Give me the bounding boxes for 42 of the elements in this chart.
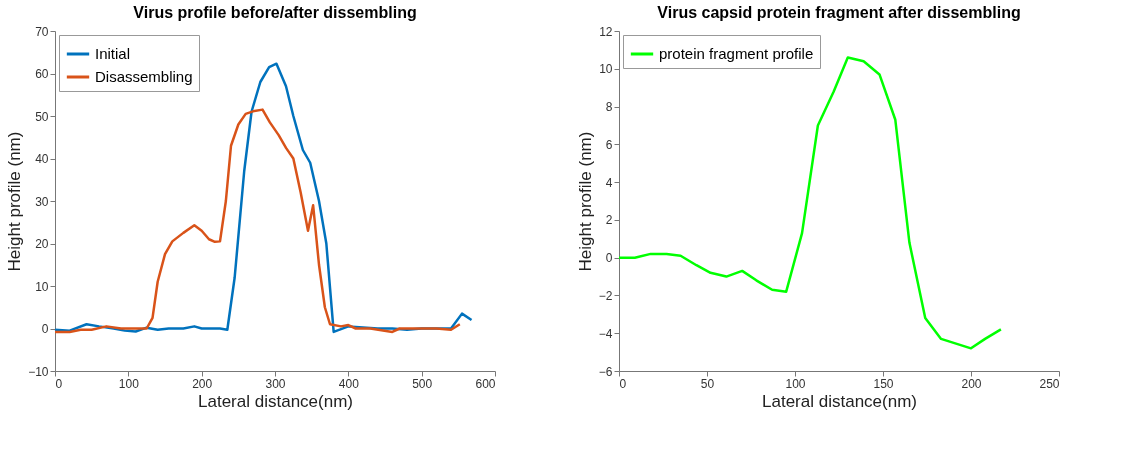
y-tick-label: 10 [35, 279, 49, 294]
y-tick-label: 70 [35, 24, 49, 39]
x-tick-label: 500 [412, 376, 433, 391]
x-tick-label: 400 [338, 376, 360, 391]
y-tick-label: 6 [605, 137, 613, 152]
x-axis-title: Lateral distance(nm) [198, 391, 353, 411]
x-tick-label: 600 [475, 376, 496, 391]
x-tick-label: 50 [700, 376, 715, 391]
x-tick-label: 0 [55, 376, 63, 391]
x-axis-title: Lateral distance(nm) [762, 391, 917, 411]
y-tick-label: 50 [35, 109, 49, 124]
y-tick-label: 30 [35, 194, 49, 209]
y-tick-label: 2 [605, 213, 613, 228]
y-tick-label: 60 [35, 67, 49, 81]
y-tick-label: −2 [598, 288, 613, 303]
y-axis-title: Height profile (nm) [5, 131, 25, 272]
y-tick-label: 8 [605, 100, 613, 115]
x-tick-label: 300 [265, 376, 286, 391]
x-tick-label: 0 [619, 376, 627, 391]
y-tick-label: −10 [28, 364, 49, 379]
y-tick-label: 20 [35, 237, 49, 251]
legend-label: protein fragment profile [659, 45, 814, 62]
y-tick-label: 0 [605, 251, 613, 266]
legend-label: Initial [95, 45, 131, 62]
y-tick-label: 40 [35, 152, 49, 166]
x-tick-label: 100 [118, 376, 140, 391]
line-series [53, 108, 462, 334]
y-tick-label: −6 [598, 364, 613, 379]
x-tick-label: 200 [192, 376, 213, 391]
x-tick-label: 100 [785, 376, 806, 391]
y-tick-label: 4 [605, 175, 613, 190]
y-tick-label: 12 [599, 24, 613, 39]
legend-label: Disassembling [95, 68, 193, 85]
x-tick-label: 150 [873, 376, 894, 391]
x-tick-label: 250 [1039, 376, 1060, 391]
y-tick-label: −4 [598, 326, 613, 341]
chart-title: Virus capsid protein fragment after dissembling [657, 4, 1021, 21]
y-tick-label: 10 [599, 62, 613, 77]
chart-title: Virus profile before/after dissembling [133, 4, 417, 21]
y-tick-label: 0 [41, 322, 49, 336]
y-axis-title: Height profile (nm) [575, 131, 595, 272]
x-tick-label: 200 [961, 376, 982, 391]
